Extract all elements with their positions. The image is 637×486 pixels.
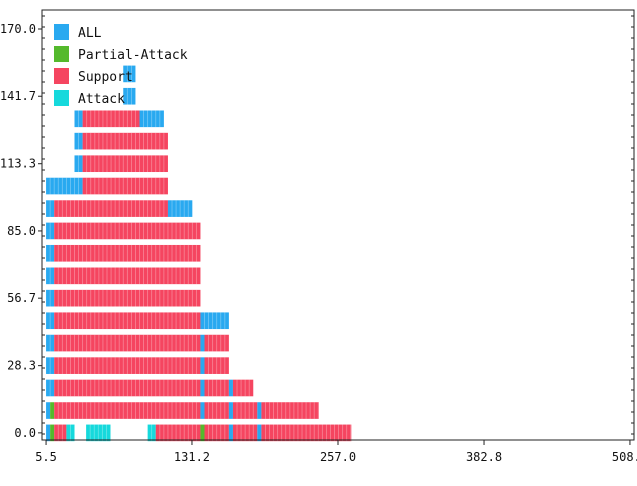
x-tick-label: 382.8	[466, 450, 502, 464]
bar-segment-all	[228, 379, 233, 397]
legend-swatch	[54, 90, 69, 106]
legend-item-partial-attack: Partial-Attack	[54, 46, 188, 63]
y-tick-label: 56.7	[7, 291, 36, 305]
bar-segment-all	[46, 424, 51, 442]
bar-segment-all	[74, 155, 83, 173]
legend-label: Support	[78, 70, 133, 85]
y-tick-label: 28.3	[7, 359, 36, 373]
bar-segment-attack	[147, 424, 156, 442]
axes-group: 0.0 28.3 56.7 85.0 113.3 141.7 170.0 5.5 131.2 25…	[0, 15, 637, 464]
bar-segment-support	[204, 424, 229, 442]
legend-label: ALL	[78, 26, 102, 41]
bar-segment-all	[200, 357, 205, 374]
bar-segment-support	[232, 402, 258, 419]
legend-swatch	[54, 24, 69, 40]
bar-segment-support	[232, 379, 254, 397]
bar-segment-all	[46, 379, 55, 397]
bar-segment-support	[261, 424, 352, 442]
bar-segment-support	[204, 379, 229, 397]
bar-segment-all	[46, 244, 55, 262]
bar-segment-support	[54, 200, 168, 217]
bar-segment-all	[46, 267, 55, 285]
bar-segment-support	[82, 177, 168, 195]
bars-group	[46, 65, 352, 442]
bar-segment-all	[46, 222, 55, 240]
bar-segment-all	[228, 424, 233, 442]
legend-item-all: ALL	[54, 24, 102, 41]
bar-segment-all	[200, 402, 205, 419]
bar-segment-all	[46, 200, 55, 217]
x-tick-label: 5.5	[35, 450, 57, 464]
bar-segment-support	[54, 402, 201, 419]
bar-segment-all	[123, 87, 136, 105]
bar-segment-support	[54, 289, 201, 307]
bar-segment-all	[200, 334, 205, 352]
bar-segment-all	[74, 110, 83, 128]
bar-segment-support	[204, 334, 229, 352]
bar-segment-partial-attack	[200, 424, 205, 442]
bar-segment-all	[257, 424, 262, 442]
legend-swatch	[54, 46, 69, 62]
legend-swatch	[54, 68, 69, 84]
bar-segment-support	[54, 379, 201, 397]
bar-segment-support	[82, 132, 168, 150]
y-tick-label: 141.7	[0, 89, 36, 103]
bar-segment-support	[54, 244, 201, 262]
legend: ALL Partial-Attack Support Attack	[54, 24, 188, 107]
bar-segment-all	[200, 312, 229, 330]
bar-segment-all	[46, 289, 55, 307]
bar-segment-all	[46, 402, 51, 419]
legend-item-attack: Attack	[54, 90, 125, 107]
bar-segment-all	[123, 65, 136, 83]
bar-segment-support	[261, 402, 319, 419]
legend-label: Attack	[78, 92, 125, 107]
bar-segment-support	[155, 424, 201, 442]
legend-item-support: Support	[54, 68, 133, 85]
bar-segment-all	[200, 379, 205, 397]
y-tick-label: 85.0	[7, 224, 36, 238]
bar-segment-all	[257, 402, 262, 419]
y-tick-label: 113.3	[0, 157, 36, 171]
bar-segment-support	[54, 267, 201, 285]
bar-segment-support	[54, 222, 201, 240]
bar-segment-support	[54, 424, 67, 442]
bar-segment-support	[82, 110, 140, 128]
y-tick-label: 0.0	[14, 426, 36, 440]
bar-segment-support	[232, 424, 258, 442]
bar-segment-attack	[86, 424, 111, 442]
bar-segment-support	[54, 334, 201, 352]
legend-label: Partial-Attack	[78, 48, 188, 63]
bar-segment-all	[228, 402, 233, 419]
bar-segment-all	[46, 357, 55, 374]
x-tick-label: 257.0	[320, 450, 356, 464]
y-tick-label: 170.0	[0, 22, 36, 36]
bar-segment-attack	[66, 424, 75, 442]
bar-segment-support	[204, 402, 229, 419]
x-tick-label: 508.5	[612, 450, 637, 464]
bar-segment-all	[46, 177, 83, 195]
bar-segment-all	[46, 334, 55, 352]
bar-segment-partial-attack	[50, 402, 55, 419]
bar-segment-partial-attack	[50, 424, 55, 442]
bar-segment-support	[54, 312, 201, 330]
bar-segment-all	[46, 312, 55, 330]
bar-segment-all	[74, 132, 83, 150]
bar-segment-support	[204, 357, 229, 374]
bar-segment-support	[82, 155, 168, 173]
bar-segment-all	[167, 200, 193, 217]
bar-segment-support	[54, 357, 201, 374]
x-tick-label: 131.2	[174, 450, 210, 464]
bar-segment-all	[139, 110, 164, 128]
